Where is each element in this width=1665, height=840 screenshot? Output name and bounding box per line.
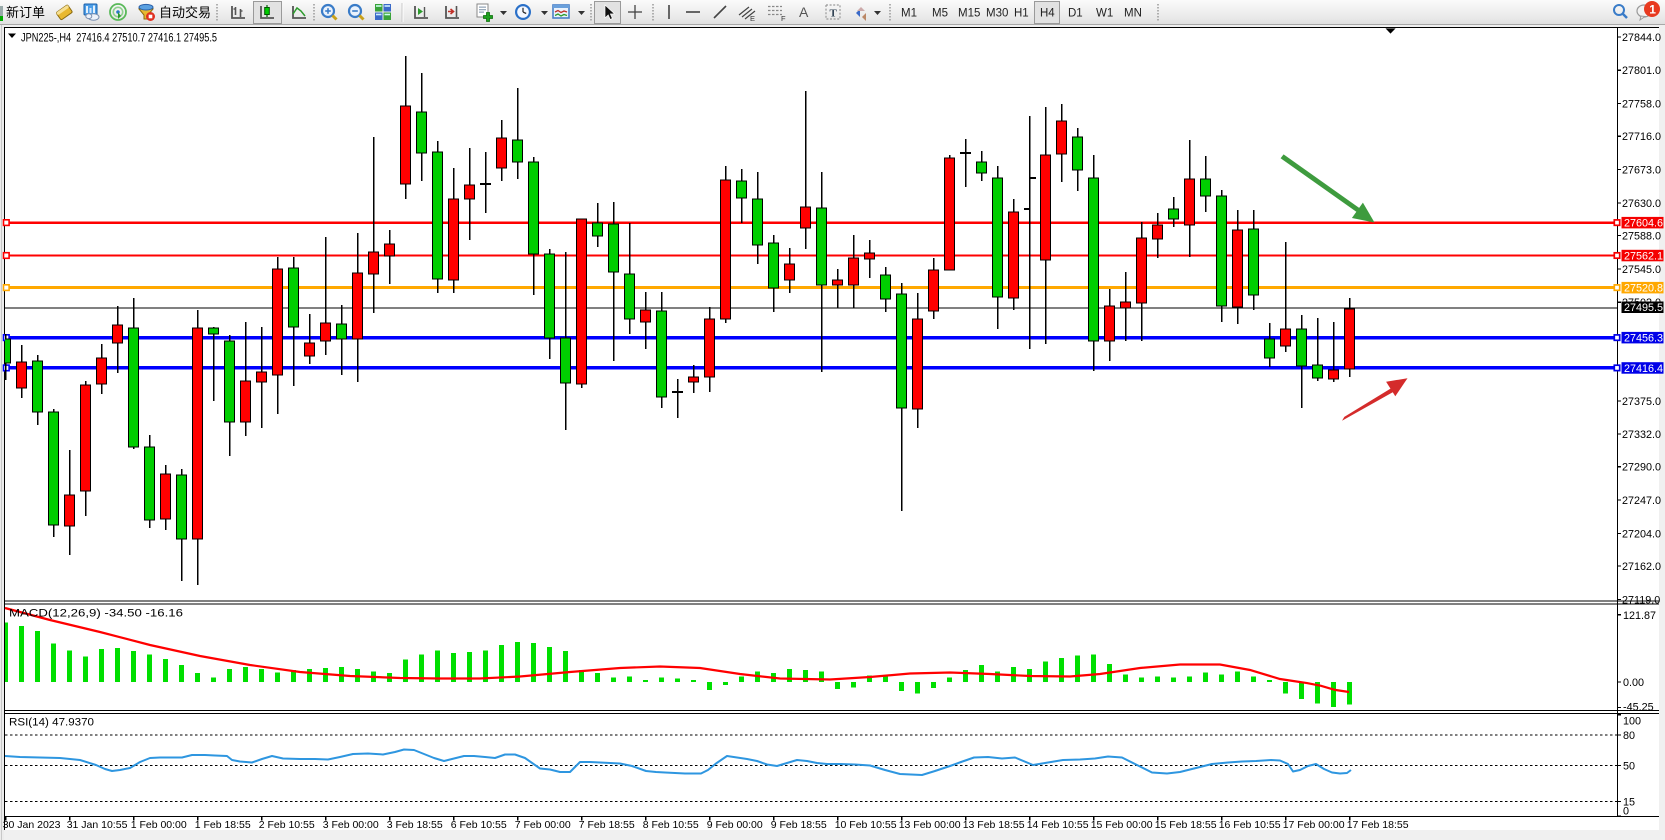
svg-text:E: E	[750, 14, 755, 23]
svg-text:27332.0: 27332.0	[1622, 429, 1661, 441]
svg-text:1 Feb 00:00: 1 Feb 00:00	[131, 819, 187, 831]
svg-text:RSI(14) 47.9370: RSI(14) 47.9370	[9, 717, 94, 729]
svg-text:27562.1: 27562.1	[1624, 251, 1663, 263]
svg-text:27844.0: 27844.0	[1622, 32, 1661, 44]
svg-text:15: 15	[1623, 796, 1635, 808]
svg-text:M1: M1	[901, 8, 917, 20]
svg-text:9 Feb 00:00: 9 Feb 00:00	[707, 819, 763, 831]
svg-text:31 Jan 10:55: 31 Jan 10:55	[67, 819, 128, 831]
svg-text:0.00: 0.00	[1623, 677, 1644, 689]
svg-text:3 Feb 18:55: 3 Feb 18:55	[387, 819, 443, 831]
svg-text:H1: H1	[1014, 8, 1029, 20]
svg-text:27801.0: 27801.0	[1622, 65, 1661, 77]
svg-text:M5: M5	[932, 8, 948, 20]
svg-text:27604.6: 27604.6	[1624, 218, 1663, 230]
svg-text:2 Feb 10:55: 2 Feb 10:55	[259, 819, 315, 831]
svg-text:MACD(12,26,9) -34.50 -16.16: MACD(12,26,9) -34.50 -16.16	[9, 608, 183, 620]
svg-text:27119.0: 27119.0	[1622, 594, 1660, 606]
svg-text:15 Feb 18:55: 15 Feb 18:55	[1155, 819, 1217, 831]
svg-text:27673.0: 27673.0	[1622, 165, 1661, 177]
svg-text:M30: M30	[986, 8, 1008, 20]
svg-text:-45.25: -45.25	[1623, 701, 1654, 713]
svg-text:自动交易: 自动交易	[159, 5, 211, 20]
svg-text:1: 1	[1649, 3, 1656, 17]
svg-text:13 Feb 18:55: 13 Feb 18:55	[963, 819, 1025, 831]
svg-text:3 Feb 00:00: 3 Feb 00:00	[323, 819, 379, 831]
svg-text:27495.5: 27495.5	[1624, 302, 1663, 314]
svg-text:9 Feb 18:55: 9 Feb 18:55	[771, 819, 827, 831]
svg-text:JPN225-,H4 27416.4 27510.7 27: JPN225-,H4 27416.4 27510.7 27416.1 27495…	[21, 33, 217, 45]
svg-text:F: F	[781, 14, 786, 23]
svg-text:A: A	[799, 4, 809, 20]
svg-text:27375.0: 27375.0	[1622, 396, 1661, 408]
svg-text:27247.0: 27247.0	[1622, 495, 1661, 507]
svg-text:17 Feb 18:55: 17 Feb 18:55	[1347, 819, 1409, 831]
svg-text:30 Jan 2023: 30 Jan 2023	[3, 819, 61, 831]
svg-text:27545.0: 27545.0	[1622, 264, 1661, 276]
svg-text:15 Feb 00:00: 15 Feb 00:00	[1091, 819, 1153, 831]
svg-text:0: 0	[1623, 805, 1629, 817]
svg-text:1 Feb 18:55: 1 Feb 18:55	[195, 819, 251, 831]
svg-text:T: T	[830, 8, 838, 20]
svg-text:27162.0: 27162.0	[1622, 561, 1661, 573]
svg-text:27716.0: 27716.0	[1622, 131, 1661, 143]
svg-text:27456.3: 27456.3	[1624, 333, 1663, 345]
svg-text:27416.4: 27416.4	[1624, 363, 1663, 375]
svg-text:8 Feb 10:55: 8 Feb 10:55	[643, 819, 699, 831]
svg-text:50: 50	[1623, 760, 1635, 772]
svg-text:M15: M15	[958, 8, 980, 20]
svg-text:7 Feb 00:00: 7 Feb 00:00	[515, 819, 571, 831]
svg-text:27758.0: 27758.0	[1622, 99, 1661, 111]
svg-text:13 Feb 00:00: 13 Feb 00:00	[899, 819, 961, 831]
svg-text:27520.8: 27520.8	[1624, 283, 1663, 295]
svg-text:H4: H4	[1040, 8, 1055, 20]
svg-text:27204.0: 27204.0	[1622, 529, 1661, 541]
svg-text:MN: MN	[1124, 8, 1142, 20]
svg-text:D1: D1	[1068, 8, 1083, 20]
svg-text:6 Feb 10:55: 6 Feb 10:55	[451, 819, 507, 831]
svg-text:27630.0: 27630.0	[1622, 198, 1661, 210]
svg-text:121.87: 121.87	[1623, 610, 1656, 622]
svg-text:27588.0: 27588.0	[1622, 231, 1661, 243]
svg-text:80: 80	[1623, 730, 1635, 742]
svg-text:新订单: 新订单	[6, 5, 45, 20]
svg-text:27290.0: 27290.0	[1622, 462, 1661, 474]
svg-text:17 Feb 00:00: 17 Feb 00:00	[1283, 819, 1345, 831]
svg-text:7 Feb 18:55: 7 Feb 18:55	[579, 819, 635, 831]
svg-text:16 Feb 10:55: 16 Feb 10:55	[1219, 819, 1281, 831]
svg-text:W1: W1	[1096, 8, 1113, 20]
svg-text:100: 100	[1623, 716, 1641, 728]
svg-text:14 Feb 10:55: 14 Feb 10:55	[1027, 819, 1089, 831]
svg-text:10 Feb 10:55: 10 Feb 10:55	[835, 819, 897, 831]
